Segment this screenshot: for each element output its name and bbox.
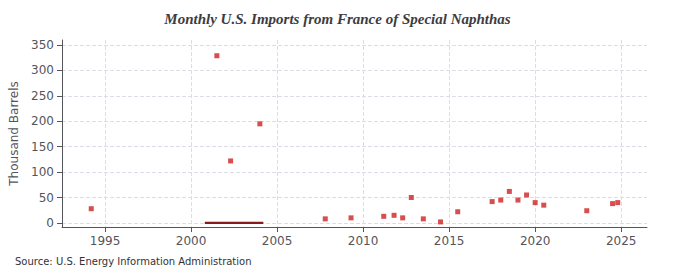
svg-text:2025: 2025 — [606, 234, 637, 248]
svg-text:300: 300 — [31, 63, 54, 77]
svg-text:Monthly U.S. Imports from Fran: Monthly U.S. Imports from France of Spec… — [163, 11, 510, 27]
svg-text:Thousand Barrels: Thousand Barrels — [7, 81, 21, 186]
svg-text:2015: 2015 — [434, 234, 465, 248]
svg-text:0: 0 — [46, 216, 54, 230]
svg-text:200: 200 — [31, 114, 54, 128]
svg-text:250: 250 — [31, 89, 54, 103]
svg-text:2000: 2000 — [176, 234, 207, 248]
svg-text:2005: 2005 — [262, 234, 293, 248]
svg-text:2010: 2010 — [348, 234, 379, 248]
svg-text:2020: 2020 — [520, 234, 551, 248]
svg-text:350: 350 — [31, 38, 54, 52]
svg-text:Source: U.S. Energy Informatio: Source: U.S. Energy Information Administ… — [15, 256, 252, 267]
svg-text:100: 100 — [31, 165, 54, 179]
svg-text:50: 50 — [39, 191, 54, 205]
svg-text:1995: 1995 — [90, 234, 121, 248]
svg-text:150: 150 — [31, 140, 54, 154]
